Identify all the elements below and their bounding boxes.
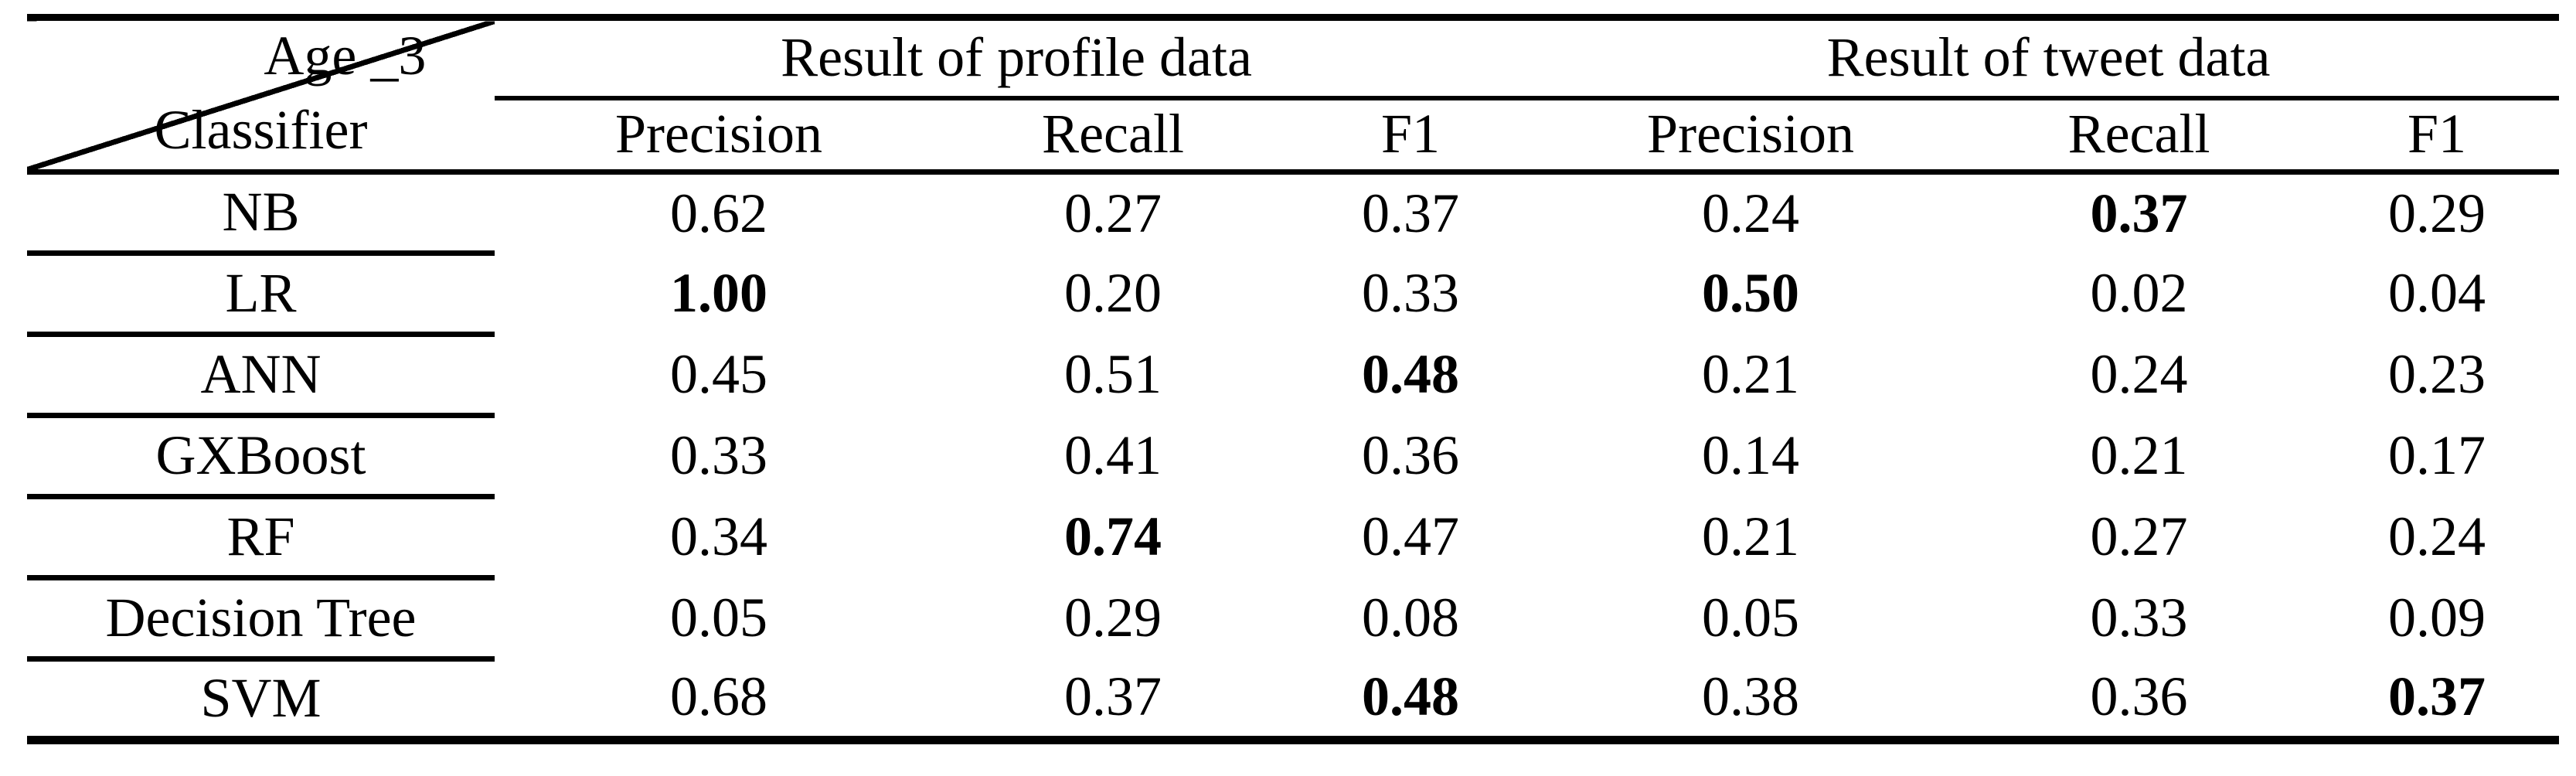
- column-header-tweet-recall: Recall: [1963, 97, 2316, 175]
- value-cell: 0.29: [1064, 587, 1162, 649]
- classifier-cell: RF: [27, 496, 495, 580]
- value-cell: 0.38: [1702, 665, 1800, 728]
- corner-cell: Age _3 Classifier: [27, 17, 495, 175]
- table-row-nb: NB 0.62 0.27 0.37 0.24 0.37 0.29: [27, 172, 2559, 256]
- classifier-cell: Decision Tree: [27, 577, 495, 662]
- value-cell: 0.41: [1064, 424, 1162, 487]
- value-cell: 0.24: [2388, 505, 2486, 568]
- classifier-cell: LR: [27, 253, 495, 337]
- table-row-ann: ANN 0.45 0.51 0.48 0.21 0.24 0.23: [27, 334, 2559, 418]
- value-cell: 0.24: [2090, 343, 2188, 406]
- value-cell: 0.48: [1362, 665, 1460, 728]
- value-cell: 0.34: [670, 505, 767, 568]
- value-cell: 0.09: [2388, 587, 2486, 649]
- value-cell: 0.04: [2388, 262, 2486, 325]
- value-cell: 0.08: [1362, 587, 1460, 649]
- column-header-tweet-f1: F1: [2315, 97, 2560, 175]
- table-row-rf: RF 0.34 0.74 0.47 0.21 0.27 0.24: [27, 496, 2559, 580]
- value-cell: 0.37: [1362, 182, 1460, 244]
- value-cell: 0.36: [1362, 424, 1460, 487]
- group-header-row: Age _3 Classifier Result of profile data…: [27, 17, 2560, 175]
- column-header-profile-recall: Recall: [943, 97, 1283, 175]
- results-table: Age _3 Classifier Result of profile data…: [27, 14, 2560, 744]
- value-cell: 0.62: [670, 182, 767, 244]
- column-header-tweet-precision: Precision: [1538, 97, 1964, 175]
- value-cell: 0.51: [1064, 343, 1162, 406]
- group-header-profile: Result of profile data: [495, 17, 1539, 100]
- value-cell: 0.14: [1702, 424, 1800, 487]
- corner-top-label: Age _3: [264, 25, 427, 87]
- column-header-profile-f1: F1: [1283, 97, 1539, 175]
- group-header-tweet: Result of tweet data: [1538, 17, 2560, 100]
- classifier-cell: SVM: [200, 667, 322, 730]
- column-header-profile-precision: Precision: [495, 97, 943, 175]
- value-cell: 0.47: [1362, 505, 1460, 568]
- value-cell: 0.23: [2388, 343, 2486, 406]
- value-cell: 0.05: [670, 587, 767, 649]
- classifier-cell: NB: [27, 172, 495, 256]
- table-row-gxboost: GXBoost 0.33 0.41 0.36 0.14 0.21 0.17: [27, 415, 2559, 499]
- value-cell: 0.20: [1064, 262, 1162, 325]
- classifier-cell: ANN: [27, 334, 495, 418]
- value-cell: 0.21: [1702, 505, 1800, 568]
- value-cell: 0.21: [2090, 424, 2188, 487]
- value-cell: 0.37: [2388, 665, 2486, 728]
- value-cell: 0.02: [2090, 262, 2188, 325]
- corner-bottom-label: Classifier: [154, 99, 368, 162]
- value-cell: 0.45: [670, 343, 767, 406]
- value-cell: 0.33: [1362, 262, 1460, 325]
- value-cell: 0.37: [1064, 665, 1162, 728]
- value-cell: 0.27: [2090, 505, 2188, 568]
- value-cell: 0.48: [1362, 343, 1460, 406]
- value-cell: 0.27: [1064, 182, 1162, 244]
- value-cell: 0.24: [1702, 182, 1800, 244]
- value-cell: 1.00: [670, 262, 767, 325]
- value-cell: 0.50: [1702, 262, 1800, 325]
- value-cell: 0.17: [2388, 424, 2486, 487]
- value-cell: 0.33: [670, 424, 767, 487]
- value-cell: 0.36: [2090, 665, 2188, 728]
- value-cell: 0.29: [2388, 182, 2486, 244]
- value-cell: 0.33: [2090, 587, 2188, 649]
- table-row-decision-tree: Decision Tree 0.05 0.29 0.08 0.05 0.33 0…: [27, 577, 2559, 662]
- table-row-svm: SVM 0.68 0.37 0.48 0.38 0.36 0.37: [27, 659, 2559, 740]
- value-cell: 0.37: [2090, 182, 2188, 244]
- value-cell: 0.74: [1064, 505, 1162, 568]
- value-cell: 0.68: [670, 665, 767, 728]
- value-cell: 0.21: [1702, 343, 1800, 406]
- table-row-lr: LR 1.00 0.20 0.33 0.50 0.02 0.04: [27, 253, 2559, 337]
- column-header-row: Precision Recall F1 Precision Recall F1: [27, 97, 2560, 175]
- value-cell: 0.05: [1702, 587, 1800, 649]
- classifier-cell: GXBoost: [27, 415, 495, 499]
